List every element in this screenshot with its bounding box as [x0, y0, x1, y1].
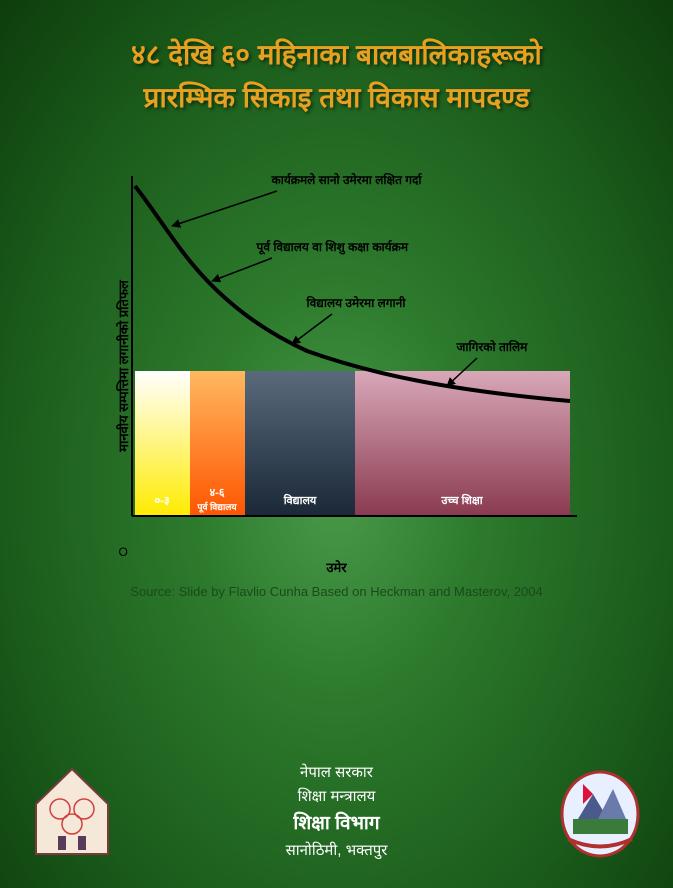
annotation-0: कार्यक्रमले सानो उमेरमा लक्षित गर्दा — [272, 171, 422, 188]
arrow-0 — [172, 191, 277, 226]
annotation-1: पूर्व विद्यालय वा शिशु कक्षा कार्यक्रम — [257, 238, 409, 255]
bar-label-3: उच्च शिक्षा — [440, 493, 483, 507]
y-axis-label: मानवीय सम्पत्तिमा लगानीको प्रतिफल — [113, 280, 131, 452]
doe-logo-icon — [30, 764, 115, 859]
footer-line-1: नेपाल सरकार — [286, 761, 388, 785]
x-axis-label: उमेर — [326, 558, 346, 576]
bar-label-0: ०-३ — [154, 495, 169, 507]
nepal-emblem-icon — [558, 764, 643, 859]
document-title: ४८ देखि ६० महिनाका बालबालिकाहरूको प्रारम… — [0, 0, 673, 126]
footer-line-3: शिक्षा विभाग — [286, 809, 388, 839]
footer-line-4: सानोठिमी, भक्तपुर — [286, 839, 388, 863]
title-line-1: ४८ देखि ६० महिनाका बालबालिकाहरूको — [20, 35, 653, 73]
arrow-1 — [212, 258, 272, 281]
arrow-2 — [292, 314, 332, 344]
bar-label-1b: पूर्व विद्यालय — [196, 501, 237, 513]
bar-label-2: विद्यालय — [282, 493, 316, 507]
heckman-chart: मानवीय सम्पत्तिमा लगानीको प्रतिफल O उमेर… — [77, 176, 597, 556]
origin-label: O — [119, 545, 128, 559]
footer-line-2: शिक्षा मन्त्रालय — [286, 785, 388, 809]
publisher-block: नेपाल सरकार शिक्षा मन्त्रालय शिक्षा विभा… — [286, 761, 388, 863]
annotation-2: विद्यालय उमेरमा लगानी — [307, 294, 406, 311]
footer: नेपाल सरकार शिक्षा मन्त्रालय शिक्षा विभा… — [0, 761, 673, 863]
annotation-3: जागिरको तालिम — [457, 338, 528, 355]
title-line-2: प्रारम्भिक सिकाइ तथा विकास मापदण्ड — [20, 78, 653, 116]
bar-label-1a: ४-६ — [209, 487, 224, 499]
source-citation: Source: Slide by Flavlio Cunha Based on … — [0, 584, 673, 599]
chart-svg: ०-३ ४-६ पूर्व विद्यालय विद्यालय उच्च शिक… — [77, 176, 597, 556]
